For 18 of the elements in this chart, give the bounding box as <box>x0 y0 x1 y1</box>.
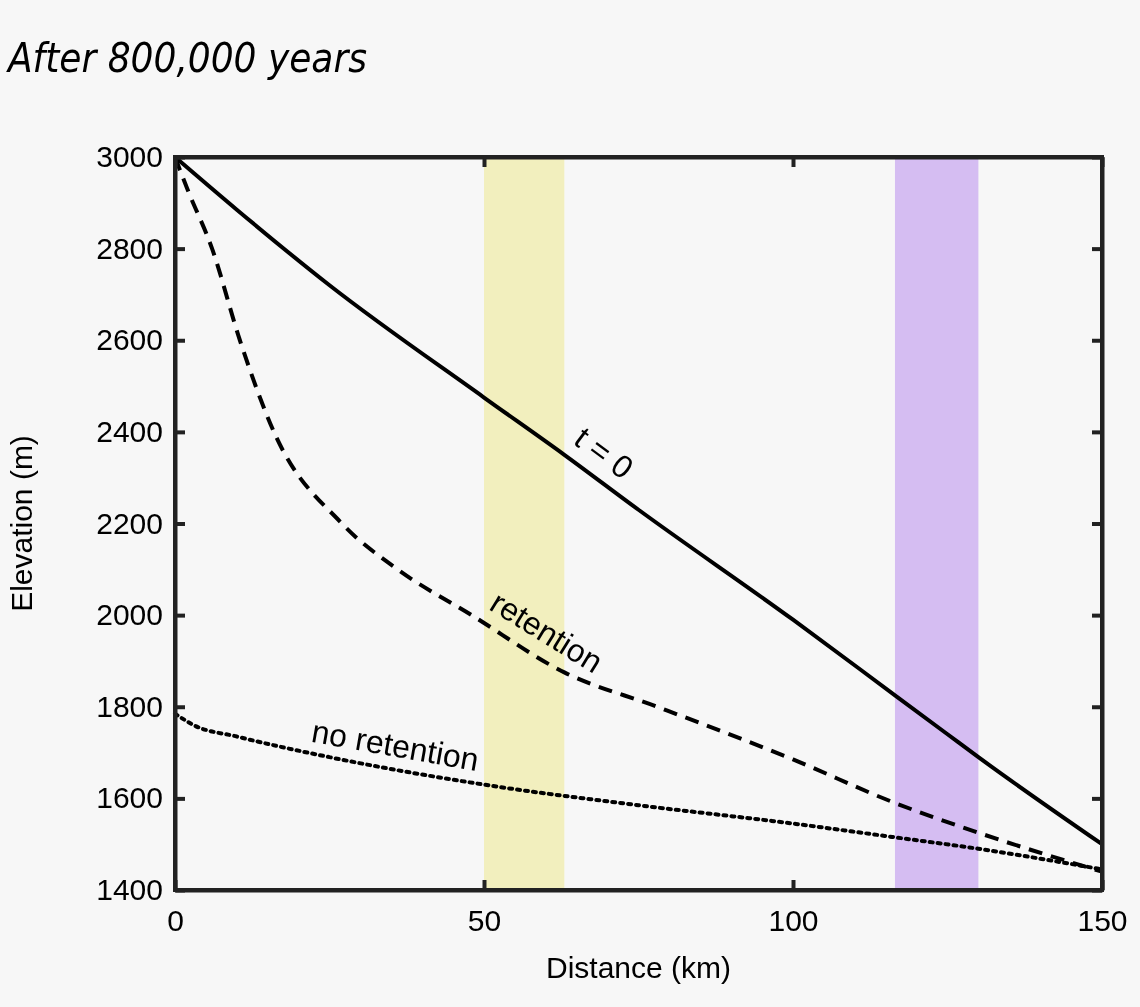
text: no retention <box>308 712 482 779</box>
x-tick-label: 0 <box>167 904 184 938</box>
y-tick-label: 2200 <box>96 506 163 540</box>
y-tick-label: 1400 <box>96 873 163 907</box>
y-tick-label: 1800 <box>96 689 163 723</box>
x-axis-title: Distance (km) <box>545 951 732 984</box>
chart-title: After 800,000 years <box>6 35 368 81</box>
y-tick-label: 1600 <box>96 781 163 815</box>
y-tick-label: 2800 <box>96 231 163 265</box>
y-tick-label: 2600 <box>96 323 163 357</box>
y-tick-label: 3000 <box>96 140 163 174</box>
x-tick-label: 50 <box>467 904 502 938</box>
y-axis-title: Elevation (m) <box>5 435 38 612</box>
text: t = 0 <box>567 419 641 487</box>
x-tick-label: 150 <box>1077 904 1128 938</box>
y-tick-label: 2000 <box>96 598 163 632</box>
x-tick-label: 100 <box>768 904 819 938</box>
y-tick-label: 2400 <box>96 414 163 448</box>
